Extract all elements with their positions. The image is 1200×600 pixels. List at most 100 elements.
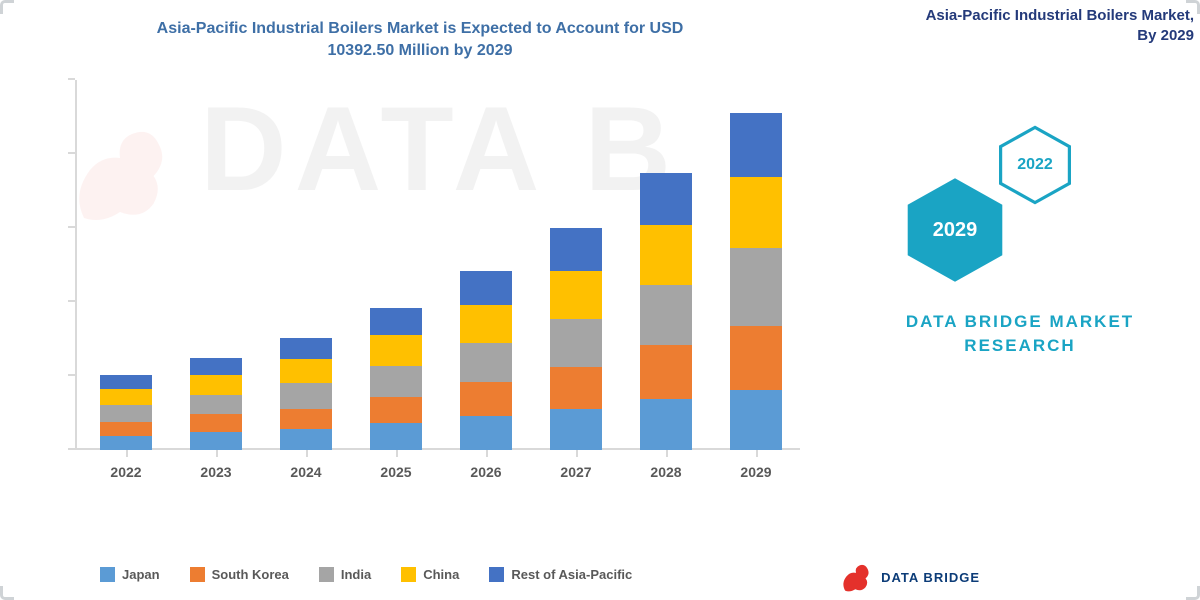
bar-group (550, 228, 602, 450)
bar-segment (550, 409, 602, 450)
legend-swatch (489, 567, 504, 582)
bar-segment (100, 375, 152, 389)
legend-item: Japan (100, 567, 160, 582)
legend: Japan South Korea India China Rest of Asia-P… (100, 567, 800, 582)
bar-segment (640, 173, 692, 226)
hex-2022-label: 2022 (1017, 156, 1053, 174)
x-tick (666, 450, 668, 457)
right-title-line1: Asia-Pacific Industrial Boilers Market, (926, 7, 1194, 24)
bar-segment (370, 423, 422, 450)
legend-item: Rest of Asia-Pacific (489, 567, 632, 582)
bar-segment (550, 319, 602, 367)
brand-text-line1: DATA BRIDGE MARKET (906, 312, 1134, 331)
x-tick (216, 450, 218, 457)
chart-title-line2: 10392.50 Million by 2029 (328, 42, 513, 59)
x-tick (576, 450, 578, 457)
y-tick (68, 152, 75, 154)
bar-segment (460, 416, 512, 450)
bar-segment (280, 338, 332, 359)
x-tick (396, 450, 398, 457)
legend-label: India (341, 567, 371, 582)
y-tick (68, 374, 75, 376)
page-root: DATA B Asia-Pacific Industrial Boilers M… (0, 0, 1200, 600)
legend-swatch (100, 567, 115, 582)
bar-segment (460, 382, 512, 416)
bar-segment (730, 390, 782, 450)
bar-segment (370, 335, 422, 366)
y-tick (68, 300, 75, 302)
bar-segment (190, 375, 242, 395)
bar-segment (460, 305, 512, 343)
legend-label: Japan (122, 567, 160, 582)
bar-segment (730, 248, 782, 326)
legend-swatch (319, 567, 334, 582)
bar-group (370, 308, 422, 450)
brand-text: DATA BRIDGE MARKET RESEARCH (890, 310, 1150, 358)
bar-segment (100, 422, 152, 436)
bar-segment (730, 177, 782, 248)
chart-title: Asia-Pacific Industrial Boilers Market i… (60, 18, 780, 61)
x-tick (126, 450, 128, 457)
bottom-logo-icon (839, 560, 873, 594)
x-label: 2027 (540, 464, 612, 480)
bar-group (730, 113, 782, 450)
x-label: 2023 (180, 464, 252, 480)
brand-text-line2: RESEARCH (964, 336, 1075, 355)
right-title-line2: By 2029 (1137, 27, 1194, 44)
x-label: 2024 (270, 464, 342, 480)
x-label: 2022 (90, 464, 162, 480)
bar-segment (730, 326, 782, 390)
legend-swatch (401, 567, 416, 582)
y-tick (68, 226, 75, 228)
legend-label: China (423, 567, 459, 582)
bar-segment (370, 366, 422, 397)
x-label: 2029 (720, 464, 792, 480)
chart-title-line1: Asia-Pacific Industrial Boilers Market i… (157, 20, 684, 37)
corner-tl (0, 0, 14, 14)
bottom-logo: DATA BRIDGE (839, 560, 980, 594)
bar-group (100, 375, 152, 450)
bar-segment (730, 113, 782, 177)
bar-segment (100, 436, 152, 450)
hex-2029-label: 2029 (933, 219, 978, 242)
legend-swatch (190, 567, 205, 582)
corner-tr (1186, 0, 1200, 14)
legend-item: China (401, 567, 459, 582)
brand-hex-wrap: 2029 2022 (890, 120, 1140, 320)
bar-segment (190, 414, 242, 431)
bar-segment (280, 409, 332, 429)
bar-segment (190, 358, 242, 375)
bar-segment (190, 432, 242, 451)
bar-group (640, 173, 692, 450)
bar-segment (280, 359, 332, 383)
legend-label: South Korea (212, 567, 289, 582)
bar-segment (190, 395, 242, 415)
y-tick (68, 78, 75, 80)
y-tick (68, 448, 75, 450)
bar-segment (460, 343, 512, 381)
bar-segment (280, 429, 332, 450)
legend-item: India (319, 567, 371, 582)
legend-item: South Korea (190, 567, 289, 582)
x-tick (486, 450, 488, 457)
bar-segment (640, 399, 692, 450)
x-label: 2028 (630, 464, 702, 480)
bar-segment (550, 228, 602, 271)
bar-segment (100, 389, 152, 405)
bar-group (190, 358, 242, 450)
bar-segment (280, 383, 332, 409)
hex-2022: 2022 (995, 125, 1075, 205)
bottom-logo-text: DATA BRIDGE (881, 570, 980, 585)
x-label: 2025 (360, 464, 432, 480)
bar-group (460, 271, 512, 450)
x-tick (756, 450, 758, 457)
bar-segment (100, 405, 152, 422)
x-tick (306, 450, 308, 457)
bar-segment (460, 271, 512, 305)
bar-segment (640, 345, 692, 399)
x-label: 2026 (450, 464, 522, 480)
right-title: Asia-Pacific Industrial Boilers Market, … (926, 6, 1194, 45)
corner-bl (0, 586, 14, 600)
bar-group (280, 338, 332, 450)
bars-container (75, 80, 800, 450)
